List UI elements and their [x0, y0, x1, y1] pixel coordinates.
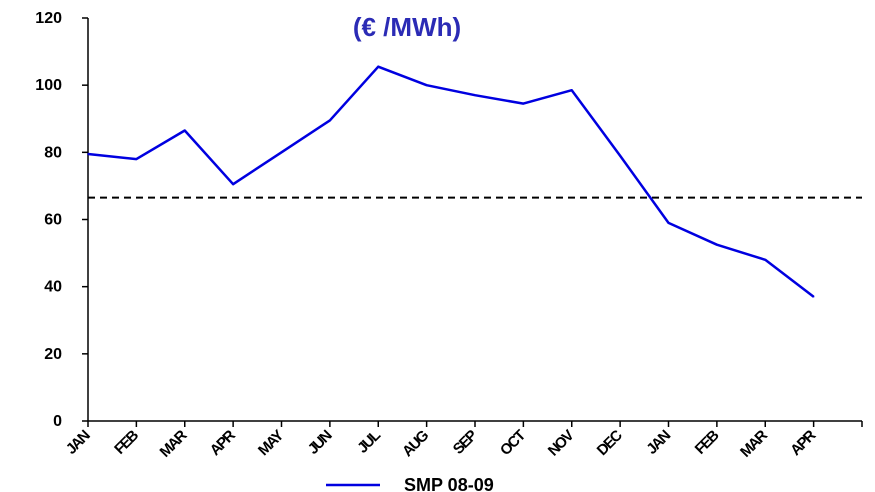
data-point	[570, 89, 573, 91]
x-tick-label: JAN	[63, 427, 94, 458]
data-point	[474, 94, 476, 96]
data-point	[232, 183, 234, 185]
data-point	[135, 158, 138, 160]
y-tick-label: 20	[44, 346, 62, 363]
data-point	[377, 65, 380, 68]
x-tick-label: FEB	[111, 427, 142, 458]
data-point	[425, 84, 428, 86]
y-tick-label: 60	[44, 212, 62, 229]
data-point	[764, 259, 767, 261]
y-tick-label: 80	[44, 144, 62, 161]
x-tick-label: DEC	[594, 427, 626, 459]
data-point	[667, 222, 670, 224]
x-tick-label: JUN	[305, 427, 336, 458]
data-point	[522, 102, 525, 105]
x-tick-label: MAY	[255, 427, 287, 459]
legend: SMP 08-09	[326, 475, 494, 492]
series-line	[87, 65, 815, 298]
x-tick-label: AUG	[399, 427, 432, 460]
series-group	[87, 65, 815, 298]
x-tick-label: APR	[787, 427, 819, 459]
x-tick-label: APR	[207, 427, 239, 459]
x-tick-label: OCT	[497, 427, 529, 459]
legend-label: SMP 08-09	[404, 475, 494, 492]
y-tick-label: 120	[35, 10, 62, 27]
y-tick-label: 100	[35, 77, 62, 94]
x-tick-label: FEB	[692, 427, 723, 458]
x-tick-label: JAN	[643, 427, 674, 458]
data-point	[329, 119, 331, 122]
x-tick-label: MAR	[157, 427, 191, 461]
data-point	[716, 243, 718, 246]
chart-title: (€ /MWh)	[353, 12, 461, 42]
x-tick-label: JUL	[354, 427, 384, 457]
data-point	[812, 295, 815, 298]
y-tick-label: 40	[44, 279, 62, 296]
data-point	[87, 153, 89, 155]
x-tick-label: SEP	[450, 427, 481, 458]
y-axis: 0 20 40 60 80 100 120	[35, 10, 89, 430]
data-point	[619, 154, 621, 157]
x-tick-label: MAR	[737, 427, 771, 461]
x-axis: JAN FEB MAR APR MAY JUN JUL AUG SEP OCT NOV DEC JAN F…	[63, 420, 863, 461]
y-tick-label: 0	[53, 413, 62, 430]
data-point	[280, 151, 283, 154]
x-tick-label: NOV	[545, 427, 578, 460]
data-point	[183, 129, 186, 132]
